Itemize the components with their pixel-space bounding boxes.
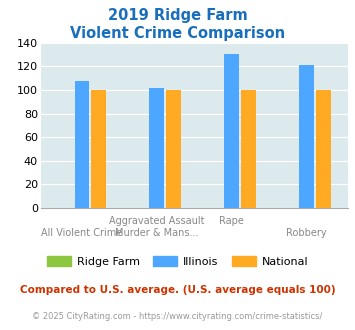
Bar (75, 81, 89, 208)
Text: Murder & Mans...: Murder & Mans... (115, 228, 199, 238)
Text: 2019 Ridge Farm: 2019 Ridge Farm (108, 8, 247, 23)
Bar (241, 90, 256, 208)
Bar (91, 90, 106, 208)
Bar (316, 90, 331, 208)
Text: All Violent Crime: All Violent Crime (42, 228, 122, 238)
Text: © 2025 CityRating.com - https://www.cityrating.com/crime-statistics/: © 2025 CityRating.com - https://www.city… (32, 312, 323, 321)
Text: Violent Crime Comparison: Violent Crime Comparison (70, 26, 285, 41)
Bar (149, 88, 164, 208)
Text: Compared to U.S. average. (U.S. average equals 100): Compared to U.S. average. (U.S. average … (20, 285, 335, 295)
Text: Robbery: Robbery (286, 228, 327, 238)
Text: Aggravated Assault: Aggravated Assault (109, 216, 205, 226)
Bar (166, 90, 181, 208)
Bar (224, 53, 239, 208)
Text: Rape: Rape (219, 216, 244, 226)
Bar (299, 65, 314, 208)
Legend: Ridge Farm, Illinois, National: Ridge Farm, Illinois, National (42, 251, 313, 271)
